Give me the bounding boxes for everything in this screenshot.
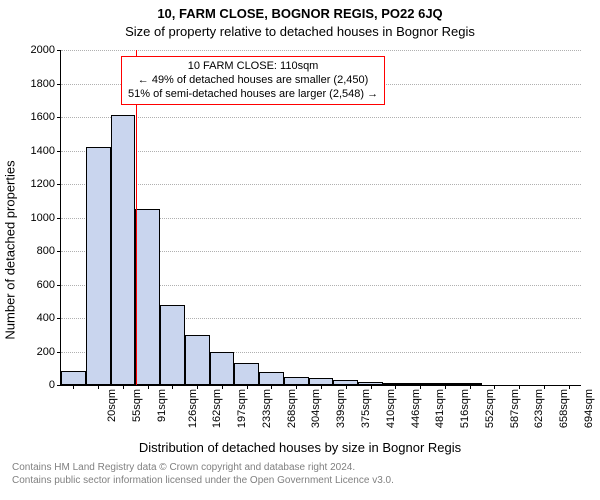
y-tick-label: 200 [37,346,55,358]
x-tick-label: 658sqm [558,389,570,428]
x-tick [346,385,347,389]
histogram-bar [160,305,185,385]
x-tick-label: 552sqm [484,389,496,428]
x-tick-label: 162sqm [212,389,224,428]
x-tick [98,385,99,389]
x-tick [321,385,322,389]
histogram-bar [111,115,136,385]
x-tick [494,385,495,389]
annotation-box: 10 FARM CLOSE: 110sqm← 49% of detached h… [121,56,385,105]
annotation-line: 51% of semi-detached houses are larger (… [128,88,378,102]
y-tick-label: 1200 [31,178,55,190]
y-tick-label: 0 [49,379,55,391]
y-tick [57,151,61,152]
annotation-line: 10 FARM CLOSE: 110sqm [128,60,378,74]
x-tick [197,385,198,389]
y-tick-label: 1400 [31,145,55,157]
histogram-bar [284,377,309,385]
x-tick-label: 268sqm [286,389,298,428]
plot-area: 020040060080010001200140016001800200020s… [60,50,581,386]
y-tick-label: 800 [37,245,55,257]
license-footer: Contains HM Land Registry data © Crown c… [12,462,394,487]
x-tick [148,385,149,389]
histogram-bar [61,371,86,385]
histogram-bar [86,147,111,385]
x-tick-label: 375sqm [360,389,372,428]
y-tick-label: 1800 [31,78,55,90]
y-tick [57,318,61,319]
y-tick [57,352,61,353]
x-tick-label: 20sqm [106,389,118,422]
chart-container: 10, FARM CLOSE, BOGNOR REGIS, PO22 6JQ S… [0,0,600,500]
gridline [61,117,581,118]
y-tick [57,184,61,185]
y-tick-label: 1000 [31,212,55,224]
x-tick-label: 516sqm [459,389,471,428]
x-tick [172,385,173,389]
y-axis-label: Number of detached properties [3,160,18,339]
y-tick-label: 400 [37,312,55,324]
x-tick [519,385,520,389]
x-tick [420,385,421,389]
chart-subtitle: Size of property relative to detached ho… [0,24,600,39]
x-tick-label: 587sqm [509,389,521,428]
y-tick [57,251,61,252]
y-tick [57,50,61,51]
x-tick [222,385,223,389]
annotation-line: ← 49% of detached houses are smaller (2,… [128,74,378,88]
x-tick [296,385,297,389]
x-tick-label: 339sqm [335,389,347,428]
x-tick [73,385,74,389]
y-tick [57,117,61,118]
y-tick [57,385,61,386]
y-tick [57,285,61,286]
histogram-bar [135,209,160,385]
histogram-bar [259,372,284,385]
chart-title-address: 10, FARM CLOSE, BOGNOR REGIS, PO22 6JQ [0,6,600,21]
y-tick [57,84,61,85]
histogram-bar [185,335,210,385]
x-tick [470,385,471,389]
x-tick-label: 410sqm [385,389,397,428]
x-tick-label: 304sqm [311,389,323,428]
x-tick-label: 694sqm [583,389,595,428]
x-tick-label: 481sqm [434,389,446,428]
x-tick [445,385,446,389]
x-tick [371,385,372,389]
x-tick-label: 126sqm [187,389,199,428]
histogram-bar [234,363,259,385]
histogram-bar [309,378,334,385]
x-tick-label: 197sqm [236,389,248,428]
y-tick [57,218,61,219]
gridline [61,50,581,51]
x-tick [569,385,570,389]
footer-line-1: Contains HM Land Registry data © Crown c… [12,462,394,475]
y-tick-label: 600 [37,279,55,291]
x-tick-label: 55sqm [131,389,143,422]
x-tick-label: 623sqm [533,389,545,428]
x-tick [544,385,545,389]
x-tick-label: 91sqm [156,389,168,422]
gridline [61,151,581,152]
y-tick-label: 2000 [31,44,55,56]
gridline [61,184,581,185]
footer-line-2: Contains public sector information licen… [12,475,394,488]
x-tick-label: 233sqm [261,389,273,428]
x-tick [271,385,272,389]
x-tick [123,385,124,389]
x-tick [395,385,396,389]
x-tick-label: 446sqm [410,389,422,428]
x-axis-label: Distribution of detached houses by size … [0,440,600,455]
y-tick-label: 1600 [31,111,55,123]
histogram-bar [210,352,235,386]
x-tick [247,385,248,389]
